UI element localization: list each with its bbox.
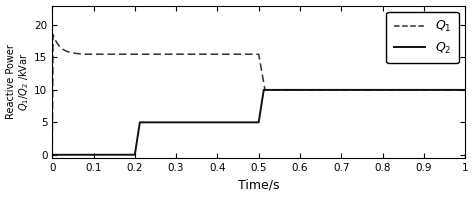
$Q_1$ <box>462 89 468 91</box>
Line: $Q_2$: $Q_2$ <box>52 90 465 155</box>
$Q_2$ <box>66 154 72 156</box>
$Q_2$ <box>261 89 266 91</box>
$Q_2$ <box>440 89 446 91</box>
Legend: $Q_1$, $Q_2$: $Q_1$, $Q_2$ <box>386 12 459 63</box>
$Q_1$ <box>130 53 136 55</box>
$Q_2$ <box>74 154 80 156</box>
Y-axis label: Reactive Power
$Q_1$/$Q_2$ /kVar: Reactive Power $Q_1$/$Q_2$ /kVar <box>6 44 31 119</box>
$Q_2$ <box>130 154 136 156</box>
$Q_1$ <box>51 36 57 39</box>
$Q_1$ <box>74 52 80 55</box>
Line: $Q_1$: $Q_1$ <box>52 35 465 155</box>
$Q_2$ <box>251 121 257 124</box>
$Q_2$ <box>49 154 55 156</box>
$Q_1$ <box>66 51 72 53</box>
$Q_1$ <box>251 53 257 55</box>
$Q_1$ <box>50 33 56 36</box>
$Q_1$ <box>49 154 55 156</box>
X-axis label: Time/s: Time/s <box>238 178 280 191</box>
$Q_1$ <box>440 89 446 91</box>
$Q_2$ <box>462 89 468 91</box>
$Q_2$ <box>51 154 57 156</box>
